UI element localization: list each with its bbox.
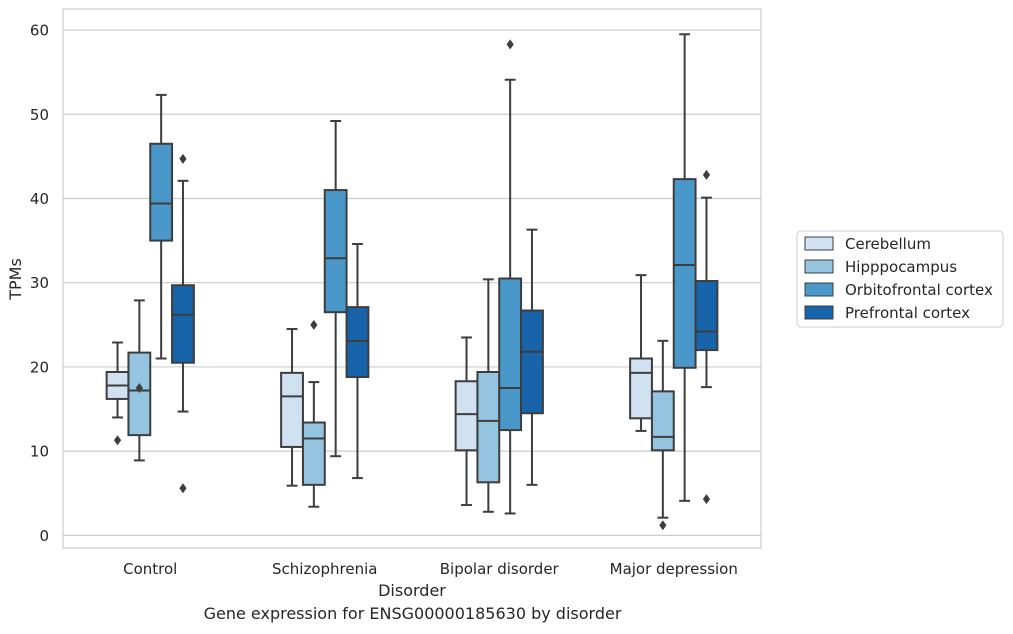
iqr-box bbox=[149, 142, 174, 242]
y-tick-label: 60 bbox=[30, 22, 49, 40]
legend-swatch bbox=[804, 236, 834, 251]
legend-label: Cerebellum bbox=[845, 235, 931, 253]
box-orbitofrontal-cortex bbox=[149, 93, 174, 360]
legend-label: Prefrontal cortex bbox=[845, 304, 970, 322]
outlier-point bbox=[179, 153, 187, 164]
y-tick-label: 50 bbox=[30, 106, 49, 124]
box-cerebellum bbox=[105, 341, 130, 446]
y-tick-label: 40 bbox=[30, 190, 49, 208]
iqr-box bbox=[476, 370, 501, 484]
legend-swatch bbox=[804, 259, 834, 274]
box-prefrontal-cortex bbox=[171, 153, 195, 494]
iqr-box bbox=[650, 390, 675, 452]
outlier-point bbox=[179, 483, 187, 494]
outlier-point bbox=[113, 435, 122, 446]
iqr-box bbox=[454, 380, 479, 452]
x-tick-label: Schizophrenia bbox=[272, 560, 377, 578]
iqr-box bbox=[629, 357, 653, 420]
iqr-box bbox=[171, 284, 195, 364]
iqr-box bbox=[694, 280, 719, 352]
legend-label: Orbitofrontal cortex bbox=[845, 281, 993, 299]
y-tick-label: 20 bbox=[30, 358, 49, 376]
box-prefrontal-cortex bbox=[345, 242, 370, 480]
x-axis: Control Schizophrenia Bipolar disorder Majo… bbox=[123, 560, 738, 578]
y-axis: 0 10 20 30 40 50 60 bbox=[30, 22, 49, 545]
y-axis-label: TPMs bbox=[6, 258, 25, 301]
outlier-point bbox=[506, 39, 514, 50]
legend: Cerebellum Hipppocampus Orbitofrontal cort… bbox=[796, 230, 1004, 328]
box-orbitofrontal-cortex bbox=[498, 39, 523, 515]
legend-swatch bbox=[804, 305, 834, 320]
x-tick-label: Bipolar disorder bbox=[440, 560, 560, 578]
box-orbitofrontal-cortex bbox=[323, 120, 348, 458]
chart-caption: Gene expression for ENSG00000185630 by d… bbox=[203, 604, 622, 623]
outlier-point bbox=[659, 520, 667, 531]
iqr-box bbox=[520, 309, 544, 415]
y-tick-label: 10 bbox=[30, 443, 49, 461]
box-prefrontal-cortex bbox=[694, 169, 719, 505]
iqr-box bbox=[323, 189, 348, 314]
outlier-point bbox=[135, 382, 143, 393]
outlier-point bbox=[702, 169, 711, 180]
iqr-box bbox=[672, 178, 697, 369]
legend-frame bbox=[796, 230, 1004, 328]
gridlines bbox=[63, 29, 761, 536]
box-cerebellum bbox=[454, 336, 479, 507]
box-cerebellum bbox=[629, 274, 653, 432]
box-orbitofrontal-cortex bbox=[672, 33, 697, 502]
box-series bbox=[105, 33, 719, 531]
box-prefrontal-cortex bbox=[520, 228, 544, 486]
iqr-box bbox=[498, 277, 523, 432]
box-hipppocampus bbox=[301, 319, 326, 508]
legend-label: Hipppocampus bbox=[845, 258, 957, 276]
x-axis-label: Disorder bbox=[378, 581, 446, 600]
x-tick-label: Major depression bbox=[610, 560, 738, 578]
box-hipppocampus bbox=[650, 339, 675, 531]
outlier-point bbox=[310, 319, 318, 330]
iqr-box bbox=[280, 371, 304, 448]
iqr-box bbox=[127, 351, 152, 437]
outlier-point bbox=[702, 494, 711, 505]
box-hipppocampus bbox=[127, 299, 152, 462]
iqr-box bbox=[345, 306, 370, 379]
y-tick-label: 30 bbox=[30, 274, 49, 292]
x-tick-label: Control bbox=[123, 560, 177, 578]
iqr-box bbox=[301, 421, 326, 486]
plot-area bbox=[62, 8, 762, 549]
legend-swatch bbox=[804, 282, 834, 297]
y-tick-label: 0 bbox=[39, 527, 49, 545]
box-hipppocampus bbox=[476, 278, 501, 513]
box-cerebellum bbox=[280, 328, 304, 487]
